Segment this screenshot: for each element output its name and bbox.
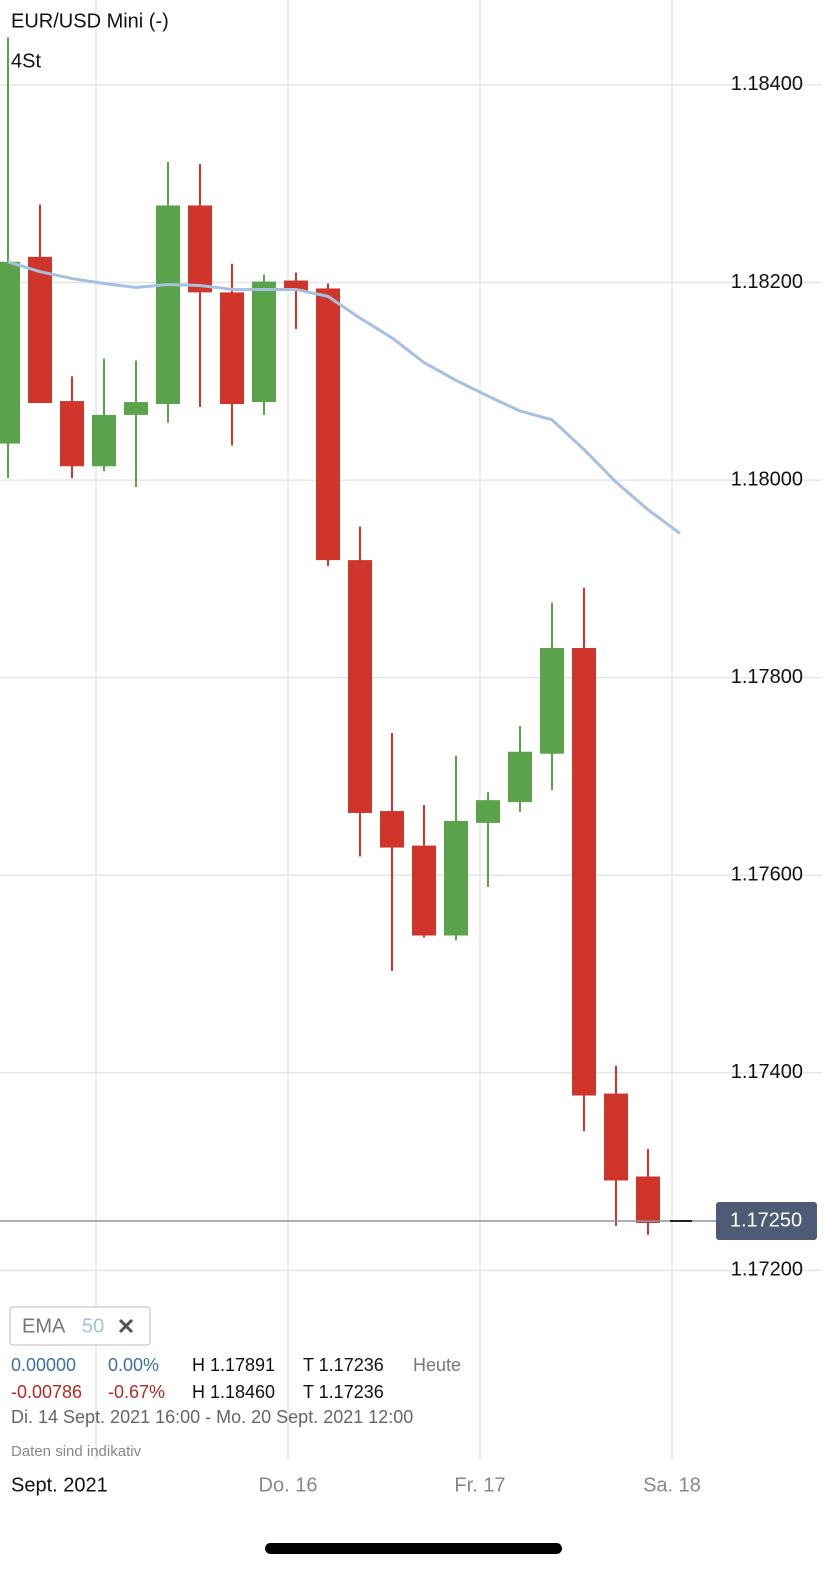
- info-value: -0.67%: [108, 1382, 165, 1402]
- info-value: T 1.17236: [303, 1355, 384, 1375]
- x-tick-label: Do. 16: [259, 1474, 318, 1496]
- x-tick-label: Sa. 18: [643, 1474, 701, 1496]
- last-price-box: [716, 1201, 817, 1240]
- indicator-chip[interactable]: EMA 50: [9, 1306, 151, 1346]
- y-tick-label: 1.17600: [731, 864, 803, 886]
- y-tick-label: 1.17400: [731, 1061, 803, 1083]
- candle-body: [380, 811, 404, 848]
- info: 0.00000 0.00% H 1.17891 T 1.17236 Heute -0.00…: [11, 1355, 461, 1402]
- y-tick-label: 1.18200: [731, 271, 803, 293]
- candle-body: [348, 560, 372, 813]
- info-value: H 1.18460: [192, 1382, 275, 1402]
- candle-body: [92, 414, 116, 467]
- info-value: H 1.17891: [192, 1355, 275, 1375]
- candle-body: [0, 261, 20, 444]
- home-indicator: [265, 1543, 562, 1554]
- y-tick-label: 1.18400: [731, 73, 803, 95]
- candle-body: [28, 256, 52, 404]
- indicator-period: 50: [82, 1315, 104, 1337]
- candle-body: [156, 205, 180, 405]
- y-tick-label: 1.17800: [731, 666, 803, 688]
- x-label-bg: [0, 1470, 128, 1502]
- candle-body: [220, 292, 244, 405]
- y-tick-label: 1.17200: [731, 1259, 803, 1281]
- info-value: -0.00786: [11, 1382, 82, 1402]
- candle-body: [284, 280, 308, 291]
- info-value: 0.00%: [108, 1355, 159, 1375]
- candle-body: [252, 281, 276, 403]
- info-value: 0.00000: [11, 1355, 76, 1375]
- candle-body: [412, 845, 436, 936]
- candle-body: [636, 1176, 660, 1223]
- candle-body: [540, 648, 564, 754]
- remove-icon[interactable]: [118, 1318, 134, 1334]
- grid: [0, 0, 822, 1460]
- candle-body: [316, 288, 340, 561]
- x-tick-label: Fr. 17: [454, 1474, 505, 1496]
- info-value: Heute: [413, 1355, 461, 1375]
- indicator-name: EMA: [22, 1315, 66, 1337]
- candle-body: [476, 800, 500, 823]
- chart-subtitle: 4St: [11, 50, 41, 72]
- candle-body: [508, 751, 532, 803]
- note: Daten sind indikativ: [11, 1443, 142, 1460]
- chart-title: EUR/USD Mini (-): [11, 10, 169, 32]
- candle-body: [444, 820, 468, 936]
- candle-body: [188, 205, 212, 293]
- candle-body: [604, 1093, 628, 1181]
- x-axis: Sept. 2021 Do. 16 Fr. 17 Sa. 18: [0, 1470, 701, 1502]
- chip-box[interactable]: [9, 1306, 151, 1346]
- x-tick-label: Sept. 2021: [11, 1474, 108, 1496]
- y-tick-label: 1.18000: [731, 468, 803, 490]
- candle-body: [572, 648, 596, 1096]
- ema-line: [7, 260, 681, 535]
- date-range: Di. 14 Sept. 2021 16:00 - Mo. 20 Sept. 2…: [11, 1407, 413, 1427]
- plot: [0, 37, 716, 1235]
- last-price-label: 1.17250: [730, 1209, 802, 1231]
- candle-body: [124, 402, 148, 415]
- candle-body: [60, 401, 84, 467]
- info-value: T 1.17236: [303, 1382, 384, 1402]
